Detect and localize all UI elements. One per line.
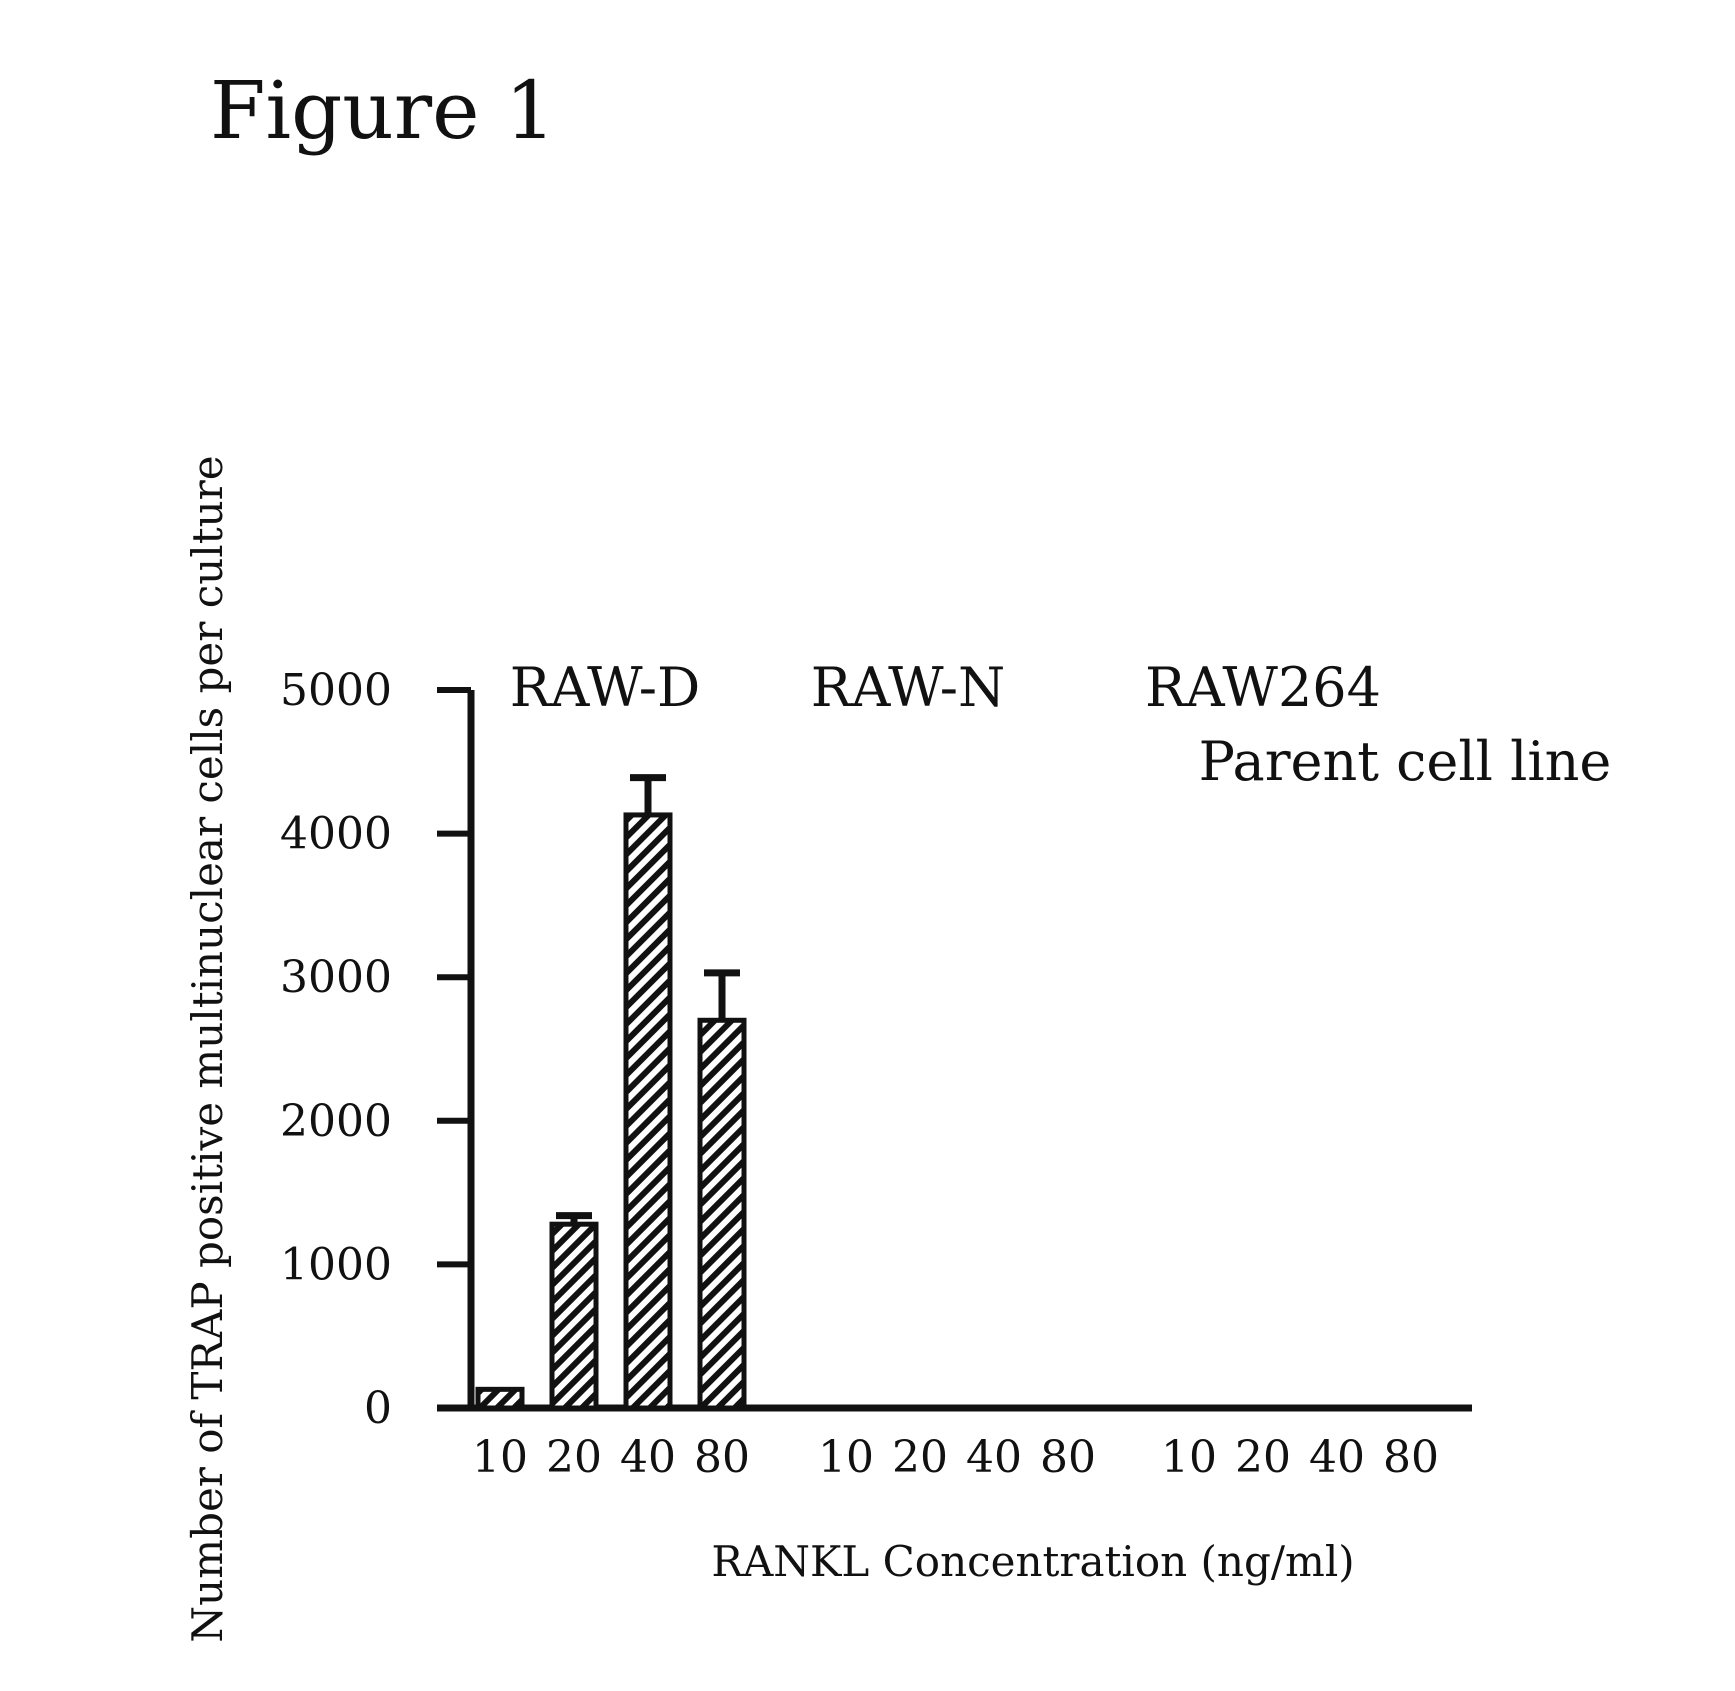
- y-tick-label: 3000: [280, 952, 392, 1003]
- y-tick-label: 5000: [280, 665, 392, 716]
- x-tick-label: 40: [620, 1432, 676, 1483]
- y-tick-label: 4000: [280, 809, 392, 860]
- x-tick-label: 10: [818, 1432, 874, 1483]
- figure-title: Figure 1: [210, 64, 556, 157]
- group-label: RAW-D: [510, 656, 701, 719]
- x-ticks: 10 20 40 80 10 20 40 80 10 20 40 80: [472, 1432, 1439, 1483]
- group-label: RAW264: [1145, 656, 1381, 719]
- y-ticks: 0 1000 2000 3000 4000 5000: [280, 665, 471, 1434]
- x-axis-label: RANKL Concentration (ng/ml): [711, 1537, 1354, 1586]
- x-tick-label: 10: [472, 1432, 528, 1483]
- y-tick-label: 1000: [280, 1239, 392, 1290]
- x-tick-label: 80: [1040, 1432, 1096, 1483]
- y-axis-label: Number of TRAP positive multinuclear cel…: [183, 455, 232, 1642]
- x-tick-label: 80: [1383, 1432, 1439, 1483]
- x-tick-label: 20: [892, 1432, 948, 1483]
- group-subtitle: Parent cell line: [1199, 730, 1612, 793]
- bars: [475, 774, 747, 1411]
- x-tick-label: 40: [1309, 1432, 1365, 1483]
- y-tick-label: 2000: [280, 1096, 392, 1147]
- x-tick-label: 10: [1161, 1432, 1217, 1483]
- x-tick-label: 40: [966, 1432, 1022, 1483]
- y-tick-label: 0: [364, 1383, 392, 1434]
- x-tick-label: 80: [694, 1432, 750, 1483]
- x-tick-label: 20: [546, 1432, 602, 1483]
- group-label: RAW-N: [811, 656, 1006, 719]
- bar: [549, 1221, 599, 1411]
- group-labels: RAW-D RAW-N RAW264 Parent cell line: [510, 656, 1612, 793]
- bar: [697, 1017, 747, 1411]
- x-tick-label: 20: [1235, 1432, 1291, 1483]
- bar: [475, 1386, 525, 1411]
- bar: [623, 812, 673, 1411]
